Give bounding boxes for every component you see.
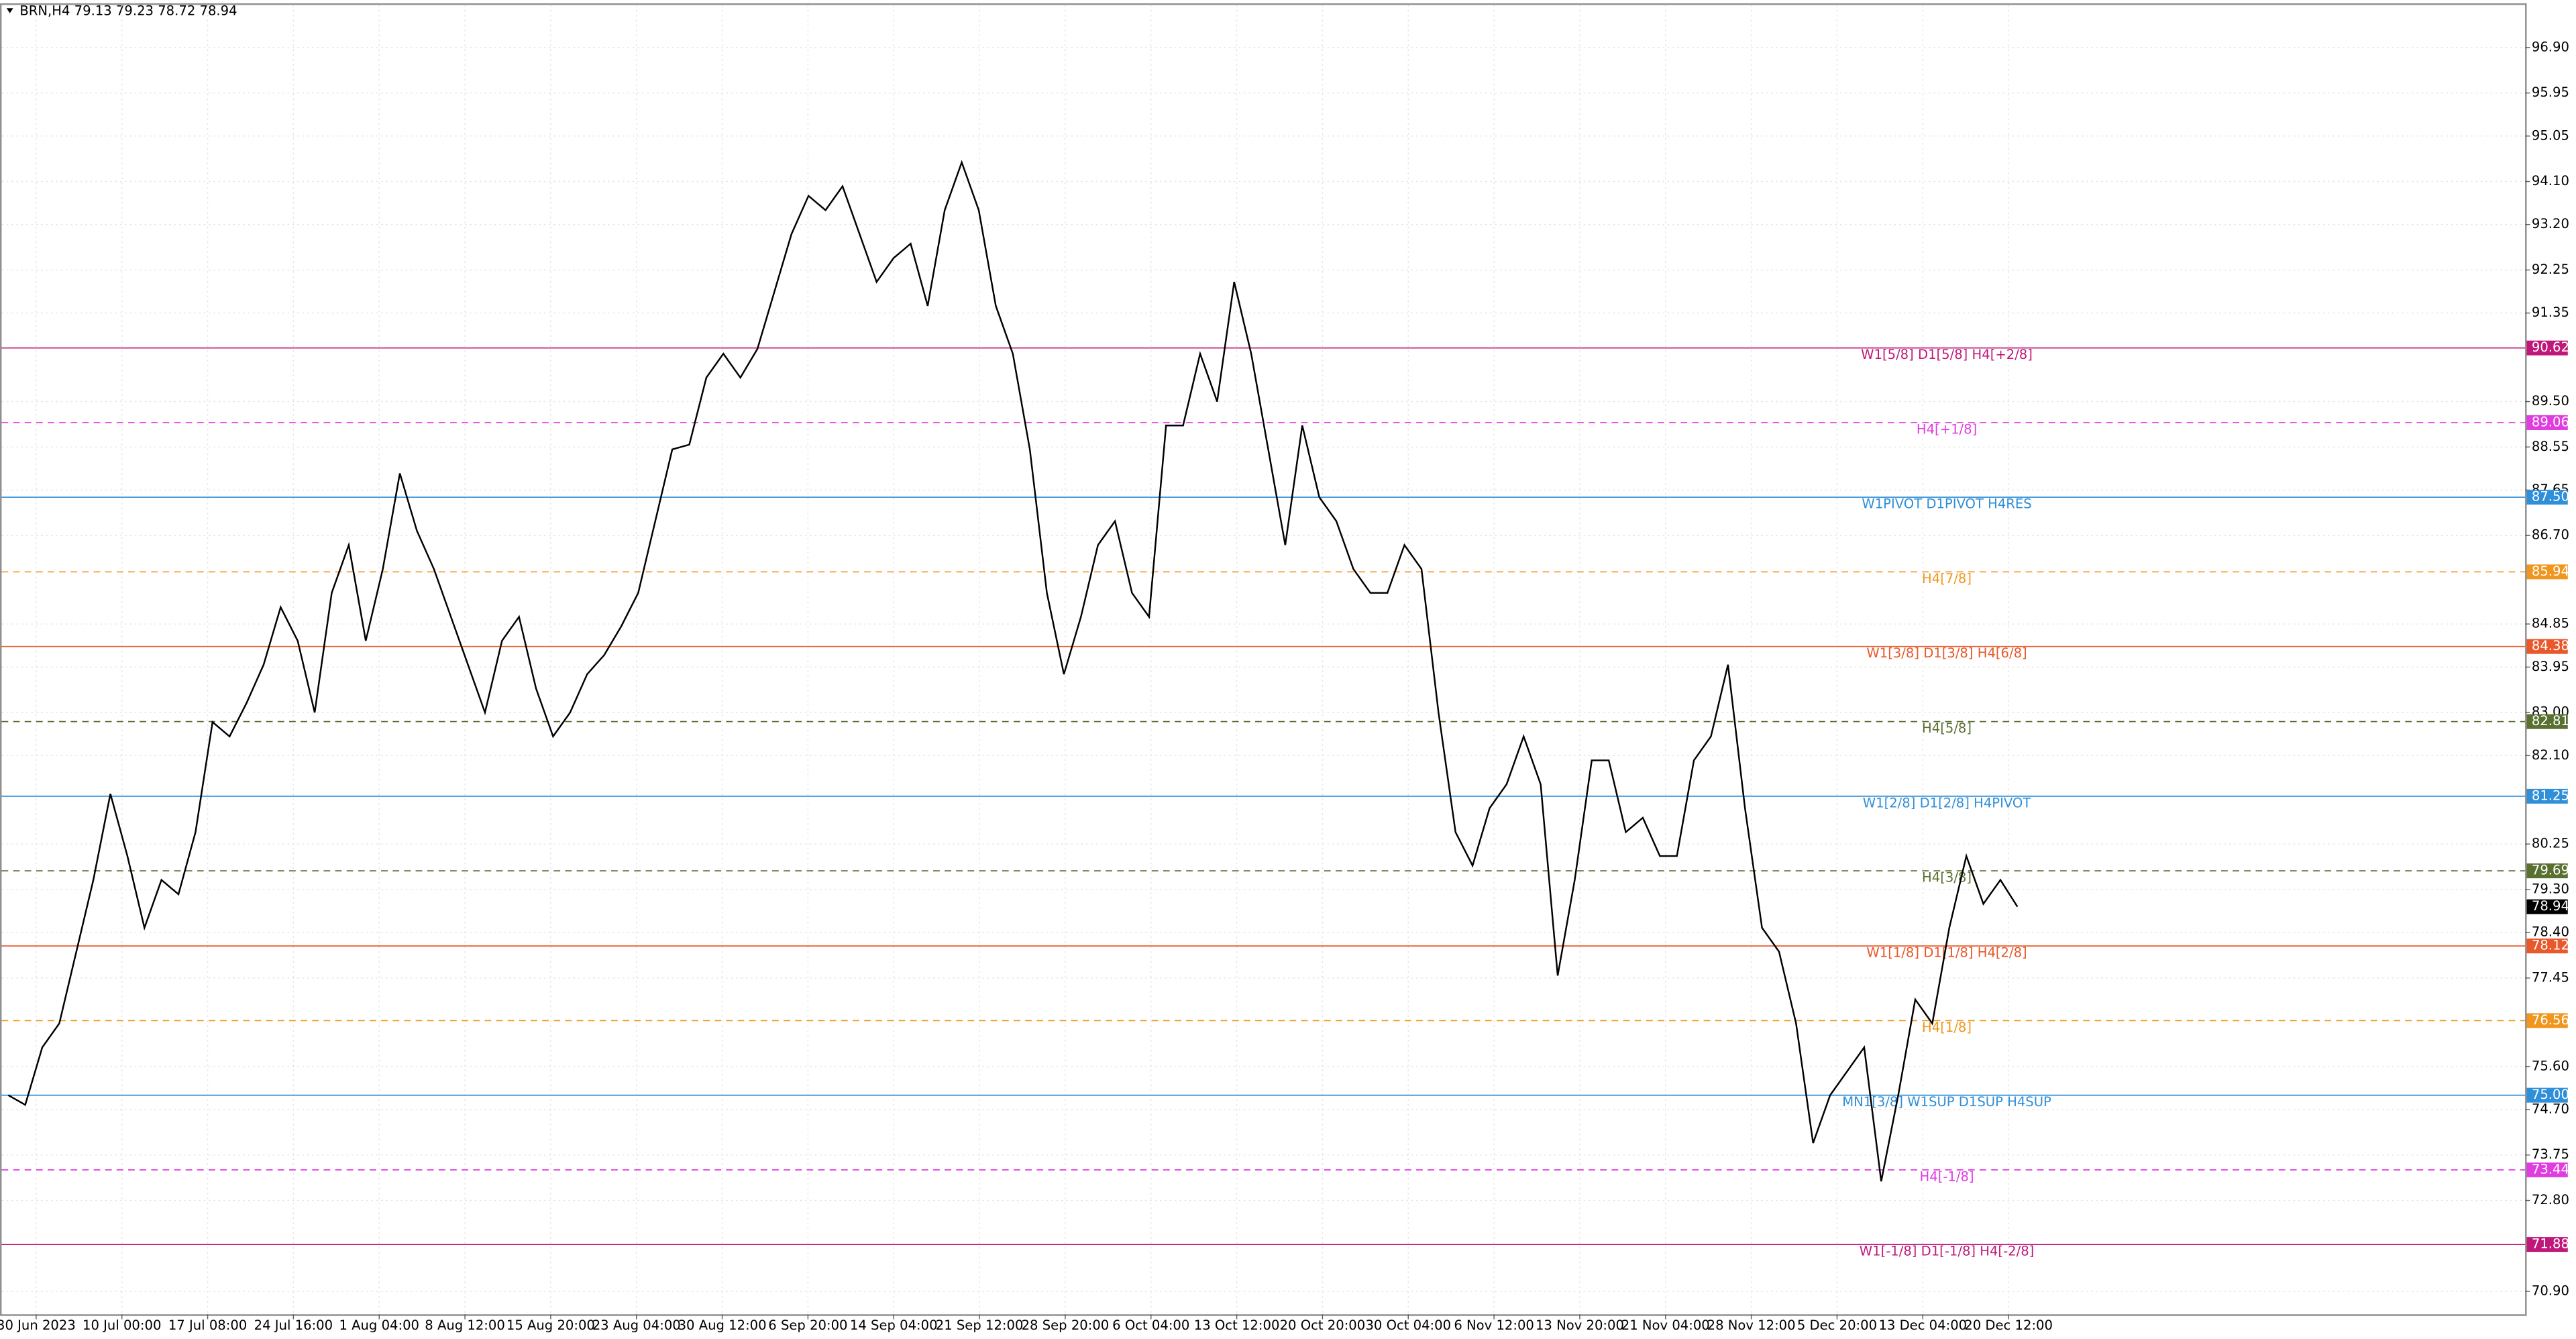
x-tick-label: 13 Oct 12:00 <box>1194 1318 1280 1333</box>
y-tick-label: 83.95 <box>2532 659 2569 674</box>
level-price-tag <box>2526 340 2568 356</box>
y-tick-label: 95.95 <box>2532 85 2569 100</box>
level-price-label: 71.88 <box>2532 1236 2569 1252</box>
y-tick-label: 95.05 <box>2532 127 2569 143</box>
level-label: H4[7/8] <box>1922 571 1972 586</box>
y-tick-label: 74.70 <box>2532 1102 2569 1117</box>
price-line <box>7 160 2019 1182</box>
level-price-label: 89.06 <box>2532 414 2569 429</box>
y-tick-label: 89.50 <box>2532 393 2569 409</box>
level-price-label: 76.56 <box>2532 1012 2569 1028</box>
level-price-tag <box>2526 1013 2568 1028</box>
level-price-label: 73.44 <box>2532 1161 2569 1177</box>
level-price-tag <box>2526 788 2568 804</box>
level-price-label: 84.38 <box>2532 638 2569 653</box>
x-tick-label: 20 Dec 12:00 <box>1964 1318 2053 1333</box>
x-tick-label: 6 Sep 20:00 <box>768 1318 847 1333</box>
y-tick-label: 79.30 <box>2532 881 2569 896</box>
x-tick-label: 8 Aug 12:00 <box>425 1318 505 1333</box>
x-tick-label: 23 Aug 04:00 <box>592 1318 681 1333</box>
y-tick-label: 72.80 <box>2532 1192 2569 1208</box>
x-tick-label: 30 Jun 2023 <box>0 1318 76 1333</box>
level-price-label: 87.50 <box>2532 489 2569 504</box>
y-tick-label: 86.70 <box>2532 527 2569 543</box>
level-price-tag <box>2526 1237 2568 1252</box>
level-label: W1[3/8] D1[3/8] H4[6/8] <box>1866 645 2027 661</box>
y-tick-label: 92.25 <box>2532 262 2569 277</box>
y-tick-label: 84.85 <box>2532 616 2569 631</box>
level-price-tag <box>2526 1162 2568 1177</box>
menu-arrow[interactable] <box>6 8 13 13</box>
level-price-label: 90.62 <box>2532 339 2569 355</box>
x-tick-label: 10 Jul 00:00 <box>83 1318 161 1333</box>
level-price-label: 79.69 <box>2532 863 2569 878</box>
level-label: H4[+1/8] <box>1917 421 1977 437</box>
x-tick-label: 28 Sep 20:00 <box>1022 1318 1110 1333</box>
x-tick-label: 28 Nov 12:00 <box>1707 1318 1796 1333</box>
level-price-tag <box>2526 863 2568 879</box>
x-tick-label: 24 Jul 16:00 <box>254 1318 333 1333</box>
level-label: H4[3/8] <box>1922 870 1972 886</box>
y-tick-label: 91.35 <box>2532 305 2569 320</box>
y-tick-label: 78.40 <box>2532 924 2569 940</box>
y-tick-label: 94.10 <box>2532 173 2569 189</box>
y-tick-label: 70.90 <box>2532 1283 2569 1298</box>
x-tick-label: 15 Aug 20:00 <box>506 1318 595 1333</box>
y-tick-label: 75.60 <box>2532 1058 2569 1073</box>
level-price-label: 81.25 <box>2532 788 2569 803</box>
y-tick-label: 96.90 <box>2532 39 2569 54</box>
level-price-label: 75.00 <box>2532 1087 2569 1102</box>
level-price-tag <box>2526 490 2568 505</box>
level-price-tag <box>2526 1087 2568 1103</box>
level-label: W1[2/8] D1[2/8] H4PIVOT <box>1863 795 2032 810</box>
y-tick-label: 80.25 <box>2532 836 2569 851</box>
x-tick-label: 20 Oct 20:00 <box>1280 1318 1366 1333</box>
y-tick-label: 93.20 <box>2532 216 2569 231</box>
x-tick-label: 13 Nov 20:00 <box>1536 1318 1624 1333</box>
x-tick-label: 13 Dec 04:00 <box>1878 1318 1967 1333</box>
y-tick-label: 73.75 <box>2532 1146 2569 1162</box>
x-tick-label: 21 Nov 04:00 <box>1621 1318 1710 1333</box>
x-tick-label: 30 Aug 12:00 <box>678 1318 767 1333</box>
x-tick-label: 30 Oct 04:00 <box>1365 1318 1451 1333</box>
last-price-label: 78.94 <box>2532 898 2569 914</box>
level-price-tag <box>2526 714 2568 729</box>
level-label: W1[1/8] D1[1/8] H4[2/8] <box>1866 945 2027 961</box>
level-label: MN1[3/8] W1SUP D1SUP H4SUP <box>1842 1094 2051 1110</box>
level-price-tag <box>2526 564 2568 580</box>
level-price-tag <box>2526 415 2568 430</box>
x-tick-label: 14 Sep 04:00 <box>850 1318 938 1333</box>
level-price-label: 82.81 <box>2532 713 2569 729</box>
level-label: H4[5/8] <box>1922 720 1972 736</box>
last-price-tag <box>2526 899 2568 914</box>
level-label: H4[1/8] <box>1922 1020 1972 1035</box>
level-price-tag <box>2526 939 2568 954</box>
level-label: H4[-1/8] <box>1920 1169 1974 1184</box>
x-tick-label: 17 Jul 08:00 <box>168 1318 247 1333</box>
y-tick-label: 77.45 <box>2532 969 2569 985</box>
level-label: W1PIVOT D1PIVOT H4RES <box>1862 496 2031 512</box>
x-tick-label: 5 Dec 20:00 <box>1797 1318 1877 1333</box>
level-price-label: 78.12 <box>2532 938 2569 953</box>
x-tick-label: 21 Sep 12:00 <box>936 1318 1024 1333</box>
chart-title: BRN,H4 79.13 79.23 78.72 78.94 <box>19 3 237 19</box>
plot-frame <box>0 3 2527 1316</box>
x-tick-label: 6 Nov 12:00 <box>1454 1318 1534 1333</box>
level-label: W1[-1/8] D1[-1/8] H4[-2/8] <box>1860 1244 2035 1259</box>
y-tick-label: 82.10 <box>2532 747 2569 763</box>
level-label: W1[5/8] D1[5/8] H4[+2/8] <box>1861 347 2033 362</box>
level-price-label: 85.94 <box>2532 564 2569 579</box>
x-tick-label: 6 Oct 04:00 <box>1112 1318 1189 1333</box>
level-price-tag <box>2526 639 2568 654</box>
x-tick-label: 1 Aug 04:00 <box>339 1318 419 1333</box>
y-tick-label: 88.55 <box>2532 439 2569 454</box>
